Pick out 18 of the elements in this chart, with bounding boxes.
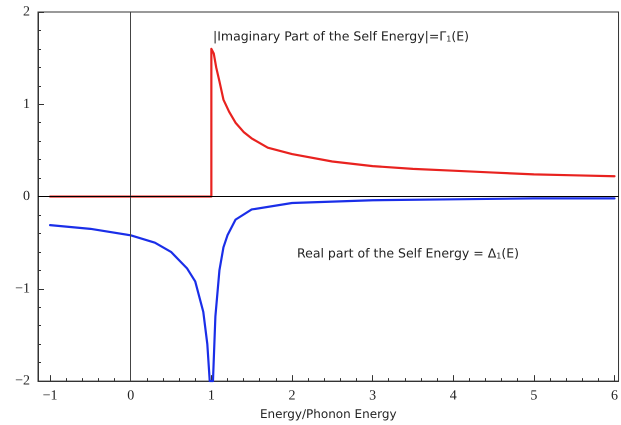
line-series	[48, 48, 616, 198]
y-tick-label: −1	[15, 281, 30, 296]
x-tick-label: 2	[288, 388, 296, 404]
y-tick-label: 2	[23, 4, 30, 20]
x-tick-label: 5	[530, 388, 538, 404]
x-tick-label: 6	[611, 388, 618, 404]
y-tick-label: −2	[15, 374, 30, 389]
x-tick-label: −1	[42, 388, 58, 404]
x-tick-label: 4	[450, 388, 457, 404]
annotation: |Imaginary Part of the Self Energy|=Γ1(E)	[213, 28, 470, 44]
x-tick-label: 3	[369, 388, 376, 404]
y-tick-label: 0	[23, 189, 30, 204]
x-tick-label: 1	[208, 388, 215, 404]
line-series	[48, 197, 616, 382]
y-tick-label: 1	[23, 96, 30, 112]
x-tick-label: 0	[127, 388, 134, 404]
x-axis-title: Energy/Phonon Energy	[260, 407, 397, 421]
annotation: Real part of the Self Energy = Δ1(E)	[297, 246, 519, 260]
